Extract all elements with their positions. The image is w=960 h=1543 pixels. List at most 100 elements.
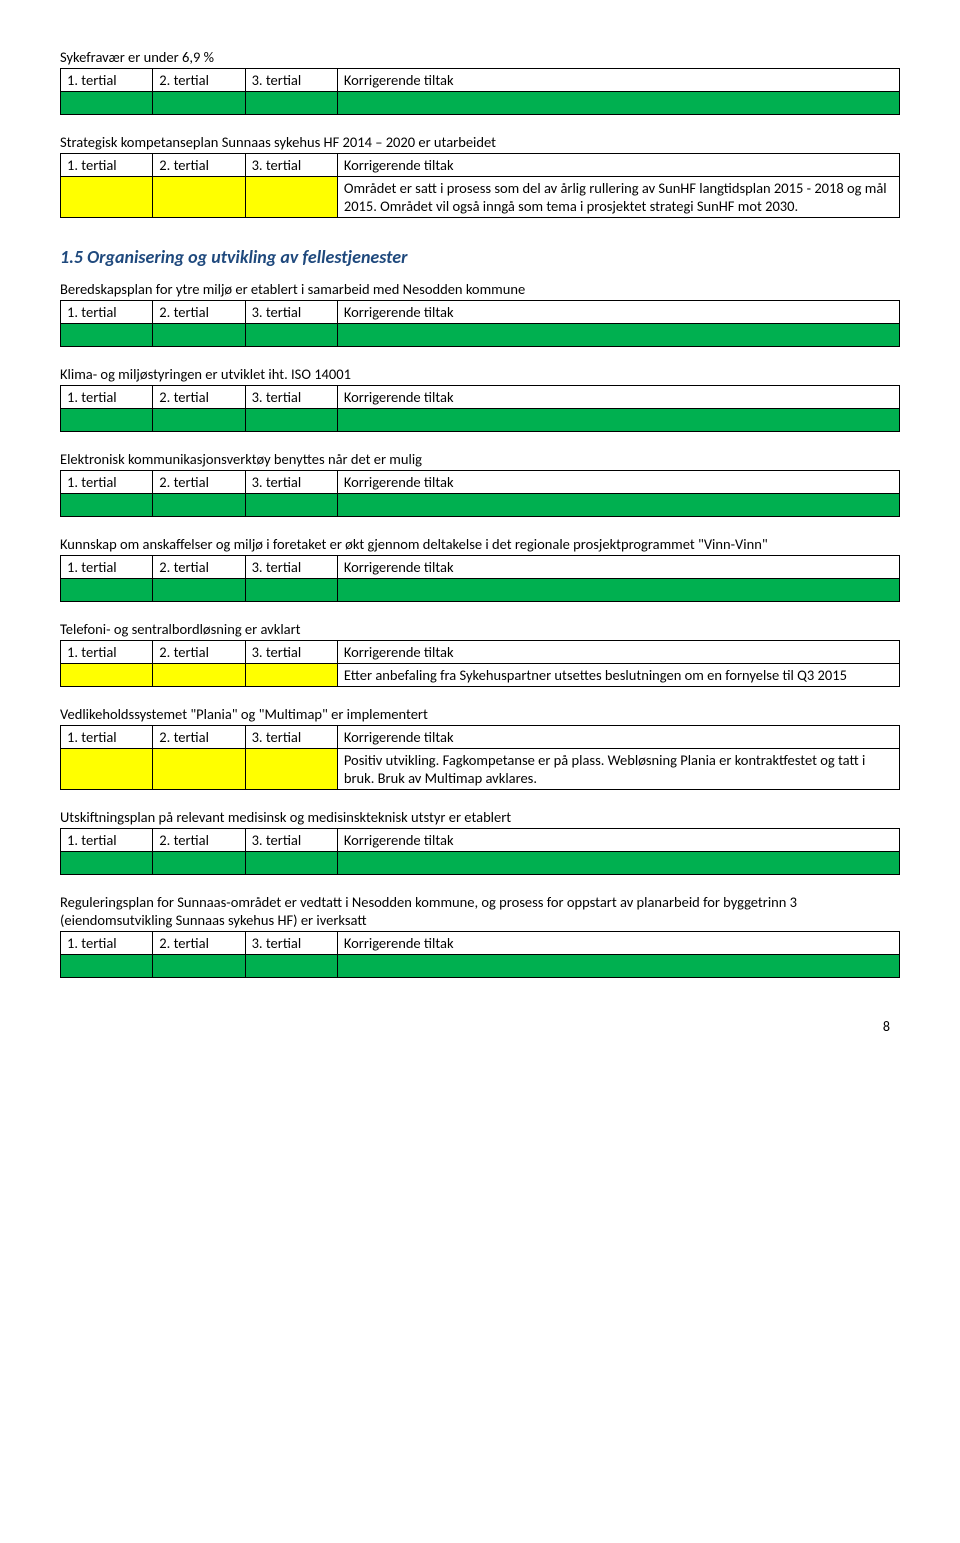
corrective-action-cell: Positiv utvikling. Fagkompetanse er på p… (337, 749, 899, 790)
table-header-cell: 3. tertial (245, 386, 337, 409)
status-cell (245, 664, 337, 687)
table-header-row: 1. tertial2. tertial3. tertialKorrigeren… (61, 641, 900, 664)
table-header-cell: 1. tertial (61, 301, 153, 324)
table-header-cell: 2. tertial (153, 556, 245, 579)
table-header-cell: 2. tertial (153, 154, 245, 177)
tertial-table: 1. tertial2. tertial3. tertialKorrigeren… (60, 640, 900, 687)
table-header-cell: 2. tertial (153, 829, 245, 852)
table-header-cell: 2. tertial (153, 69, 245, 92)
table-header-cell: Korrigerende tiltak (337, 829, 899, 852)
status-cell (61, 409, 153, 432)
table-header-row: 1. tertial2. tertial3. tertialKorrigeren… (61, 829, 900, 852)
table-header-row: 1. tertial2. tertial3. tertialKorrigeren… (61, 154, 900, 177)
table-header-row: 1. tertial2. tertial3. tertialKorrigeren… (61, 301, 900, 324)
table-header-cell: 3. tertial (245, 932, 337, 955)
table-header-cell: Korrigerende tiltak (337, 641, 899, 664)
table-status-row: Positiv utvikling. Fagkompetanse er på p… (61, 749, 900, 790)
table-header-cell: Korrigerende tiltak (337, 386, 899, 409)
section-title: Kunnskap om anskaffelser og miljø i fore… (60, 535, 900, 553)
table-header-cell: 3. tertial (245, 641, 337, 664)
table-header-row: 1. tertial2. tertial3. tertialKorrigeren… (61, 471, 900, 494)
table-header-row: 1. tertial2. tertial3. tertialKorrigeren… (61, 556, 900, 579)
table-header-cell: 1. tertial (61, 386, 153, 409)
table-header-row: 1. tertial2. tertial3. tertialKorrigeren… (61, 69, 900, 92)
tertial-table: 1. tertial2. tertial3. tertialKorrigeren… (60, 385, 900, 432)
table-header-cell: 1. tertial (61, 69, 153, 92)
table-header-cell: 1. tertial (61, 829, 153, 852)
status-cell (153, 749, 245, 790)
section-title: Klima- og miljøstyringen er utviklet iht… (60, 365, 900, 383)
table-status-row (61, 579, 900, 602)
status-cell (337, 579, 899, 602)
table-header-cell: 2. tertial (153, 301, 245, 324)
table-status-row (61, 955, 900, 978)
table-header-row: 1. tertial2. tertial3. tertialKorrigeren… (61, 386, 900, 409)
table-header-cell: 3. tertial (245, 471, 337, 494)
status-cell (245, 749, 337, 790)
tertial-table: 1. tertial2. tertial3. tertialKorrigeren… (60, 555, 900, 602)
tertial-table: 1. tertial2. tertial3. tertialKorrigeren… (60, 828, 900, 875)
section-heading-1-5: 1.5 Organisering og utvikling av fellest… (60, 246, 900, 268)
table-header-cell: Korrigerende tiltak (337, 726, 899, 749)
corrective-action-cell: Etter anbefaling fra Sykehuspartner utse… (337, 664, 899, 687)
tertial-table: 1. tertial2. tertial3. tertialKorrigeren… (60, 725, 900, 790)
table-header-cell: 2. tertial (153, 932, 245, 955)
section-title: Elektronisk kommunikasjonsverktøy benytt… (60, 450, 900, 468)
table-status-row (61, 324, 900, 347)
status-cell (153, 177, 245, 218)
status-cell (153, 664, 245, 687)
status-cell (153, 579, 245, 602)
corrective-action-cell: Området er satt i prosess som del av årl… (337, 177, 899, 218)
table-header-cell: Korrigerende tiltak (337, 301, 899, 324)
status-cell (153, 494, 245, 517)
status-cell (61, 92, 153, 115)
table-header-cell: 3. tertial (245, 301, 337, 324)
status-cell (245, 579, 337, 602)
tertial-table: 1. tertial2. tertial3. tertialKorrigeren… (60, 300, 900, 347)
status-cell (245, 324, 337, 347)
status-cell (153, 955, 245, 978)
table-header-cell: Korrigerende tiltak (337, 556, 899, 579)
table-header-cell: 2. tertial (153, 726, 245, 749)
table-header-cell: 1. tertial (61, 932, 153, 955)
section-title: Reguleringsplan for Sunnaas-området er v… (60, 893, 900, 929)
status-cell (245, 955, 337, 978)
table-header-row: 1. tertial2. tertial3. tertialKorrigeren… (61, 726, 900, 749)
status-cell (61, 177, 153, 218)
page-number: 8 (60, 1018, 900, 1035)
table-header-cell: 2. tertial (153, 641, 245, 664)
table-status-row (61, 92, 900, 115)
table-header-cell: 3. tertial (245, 154, 337, 177)
table-header-cell: Korrigerende tiltak (337, 69, 899, 92)
status-cell (245, 494, 337, 517)
table-status-row (61, 852, 900, 875)
table-status-row (61, 409, 900, 432)
table-header-cell: 1. tertial (61, 471, 153, 494)
status-cell (61, 955, 153, 978)
status-cell (61, 324, 153, 347)
tertial-table: 1. tertial2. tertial3. tertialKorrigeren… (60, 470, 900, 517)
table-header-cell: 1. tertial (61, 726, 153, 749)
status-cell (245, 92, 337, 115)
status-cell (153, 324, 245, 347)
table-header-cell: 3. tertial (245, 556, 337, 579)
status-cell (153, 852, 245, 875)
table-status-row: Området er satt i prosess som del av årl… (61, 177, 900, 218)
status-cell (337, 494, 899, 517)
section-title: Sykefravær er under 6,9 % (60, 48, 900, 66)
table-header-cell: 2. tertial (153, 386, 245, 409)
table-header-cell: 1. tertial (61, 154, 153, 177)
table-header-cell: 1. tertial (61, 641, 153, 664)
status-cell (245, 852, 337, 875)
table-header-cell: 2. tertial (153, 471, 245, 494)
table-status-row: Etter anbefaling fra Sykehuspartner utse… (61, 664, 900, 687)
section-title: Utskiftningsplan på relevant medisinsk o… (60, 808, 900, 826)
status-cell (245, 177, 337, 218)
table-header-cell: Korrigerende tiltak (337, 932, 899, 955)
tertial-table: 1. tertial2. tertial3. tertialKorrigeren… (60, 68, 900, 115)
status-cell (153, 409, 245, 432)
status-cell (337, 852, 899, 875)
section-title: Strategisk kompetanseplan Sunnaas sykehu… (60, 133, 900, 151)
status-cell (337, 409, 899, 432)
section-title: Vedlikeholdssystemet "Plania" og "Multim… (60, 705, 900, 723)
